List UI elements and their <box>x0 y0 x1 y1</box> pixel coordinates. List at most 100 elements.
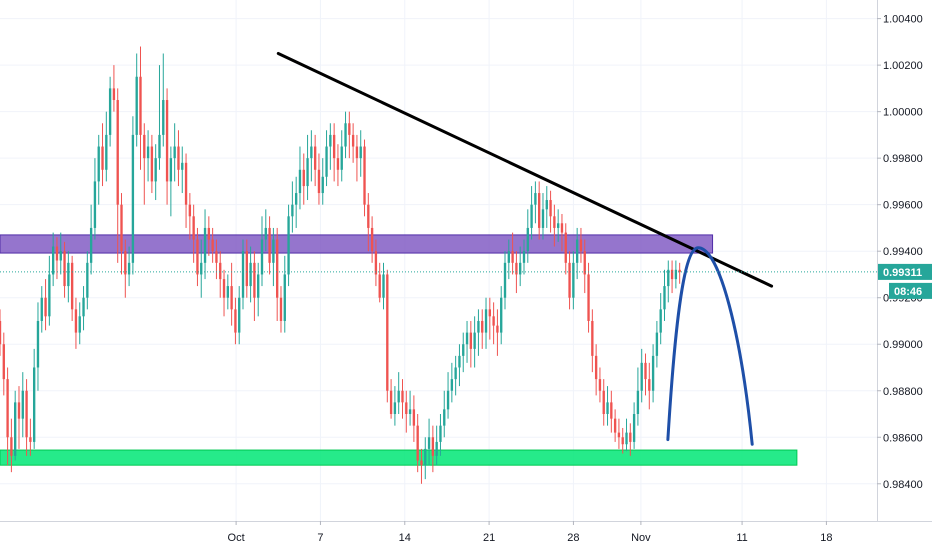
candle-up <box>382 262 385 310</box>
candle-body <box>393 402 397 415</box>
candle-body <box>181 162 184 170</box>
candle-down <box>579 227 583 263</box>
candle-body <box>667 269 670 287</box>
candle-body <box>67 262 70 287</box>
candle-body <box>108 88 112 135</box>
candle-body <box>332 134 336 159</box>
candle-up <box>625 418 628 452</box>
resistance-zone[interactable] <box>0 234 714 254</box>
candle-body <box>188 204 192 217</box>
candle-body <box>401 390 404 403</box>
candle-body <box>568 262 571 298</box>
candle-up <box>397 372 400 415</box>
candle-body <box>674 269 678 280</box>
candle-body <box>21 390 24 419</box>
candle-up <box>158 65 161 170</box>
candle-up <box>556 209 560 242</box>
candle-down <box>355 134 359 182</box>
candle-up <box>146 130 150 182</box>
candle-down <box>150 134 154 194</box>
candle-body <box>370 227 374 252</box>
candle-up <box>632 402 636 449</box>
candle-up <box>86 251 89 310</box>
candle-body <box>238 297 241 333</box>
candle-body <box>105 134 108 170</box>
axes <box>0 0 932 522</box>
candle-up <box>522 239 526 275</box>
resistance-trendline[interactable] <box>276 51 774 288</box>
candle-body <box>70 262 74 310</box>
candle-down <box>613 409 617 442</box>
candle-up <box>393 386 397 426</box>
support-zone[interactable] <box>0 449 798 466</box>
candle-up <box>40 286 43 333</box>
price-axis[interactable]: 1.00400 1.00200 1.00000 0.99800 0.99600 0.994… <box>877 14 923 491</box>
candle-body <box>207 227 211 240</box>
candle-body <box>268 227 271 263</box>
candle-down <box>602 379 605 426</box>
candle-body <box>359 146 362 159</box>
candle-body <box>488 309 491 317</box>
candle-up <box>344 111 347 159</box>
candle-down <box>386 269 389 403</box>
candle-up <box>51 232 55 287</box>
candle-up <box>329 123 332 170</box>
projection-arc[interactable] <box>666 246 754 446</box>
candle-down <box>276 227 279 321</box>
candle-up <box>203 209 207 280</box>
candle-down <box>401 379 404 419</box>
candle-down <box>367 193 370 252</box>
candle-up <box>325 130 328 187</box>
candle-body <box>469 332 473 349</box>
candle-down <box>25 379 28 456</box>
candle-up <box>67 251 70 303</box>
candle-body <box>556 223 560 228</box>
candles <box>0 46 681 484</box>
candle-up <box>507 239 510 280</box>
candle-body <box>203 227 207 263</box>
candle-body <box>663 286 666 310</box>
candle-body <box>530 204 533 228</box>
candle-down <box>405 390 408 433</box>
candle-up <box>640 348 643 403</box>
candle-body <box>655 332 659 356</box>
candle-body <box>462 344 465 356</box>
candle-body <box>249 262 252 287</box>
candle-up <box>162 53 165 147</box>
candle-body <box>515 262 518 275</box>
candle-down <box>617 418 621 449</box>
candle-body <box>564 232 567 263</box>
countdown-label: 08:46 <box>894 286 922 298</box>
candle-body <box>173 146 176 159</box>
countdown-tag <box>889 282 932 299</box>
candle-body <box>10 437 13 456</box>
candle-body <box>507 251 510 263</box>
candle-up <box>655 320 659 368</box>
candle-body <box>51 246 55 275</box>
candle-body <box>86 262 89 298</box>
time-axis[interactable]: Oct 7 14 21 28 Nov 11 18 <box>228 521 833 544</box>
candle-body <box>519 262 522 275</box>
candle-down <box>488 297 491 340</box>
candle-body <box>477 320 480 333</box>
candle-up <box>200 239 203 298</box>
candle-body <box>150 146 154 182</box>
candle-body <box>276 239 279 298</box>
candle-body <box>397 390 400 403</box>
candle-up <box>260 216 264 287</box>
candle-body <box>82 297 85 317</box>
candle-down <box>496 309 499 356</box>
candle-body <box>594 355 598 380</box>
candle-down <box>112 65 116 112</box>
candle-body <box>541 209 545 228</box>
price-tick-label: 0.99400 <box>883 246 923 258</box>
candle-up <box>59 232 62 275</box>
candle-up <box>572 251 575 310</box>
candle-body <box>48 274 51 317</box>
candle-body <box>636 390 640 415</box>
candle-down <box>389 379 393 419</box>
candle-down <box>245 239 248 298</box>
candle-body <box>484 309 488 333</box>
